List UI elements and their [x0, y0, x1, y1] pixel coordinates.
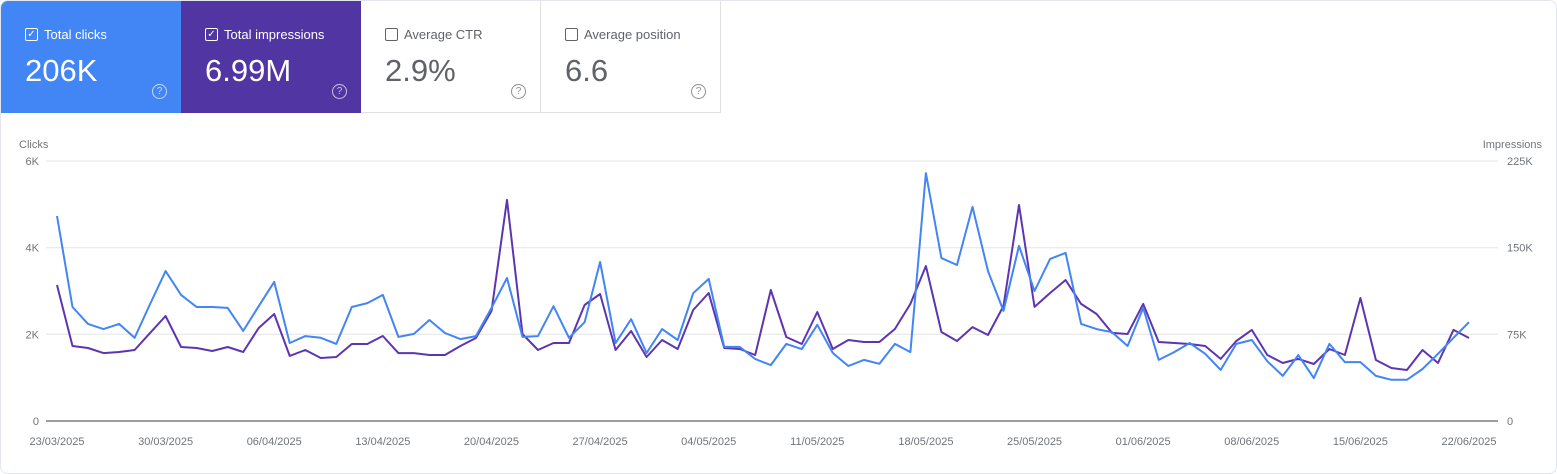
y-right-axis-label: Impressions [1483, 139, 1543, 151]
checkbox-unchecked-icon[interactable] [565, 28, 578, 41]
total-impressions-card[interactable]: ✓ Total impressions 6.99M ? [181, 1, 361, 113]
y-left-tick-label: 6K [26, 156, 40, 168]
x-tick-label: 15/06/2025 [1333, 436, 1388, 448]
checkbox-checked-icon[interactable]: ✓ [25, 28, 38, 41]
x-tick-label: 27/04/2025 [573, 436, 628, 448]
y-right-tick-label: 150K [1507, 243, 1533, 255]
help-icon[interactable]: ? [332, 84, 347, 99]
average-position-card[interactable]: Average position 6.6 ? [541, 1, 721, 113]
y-left-axis-label: Clicks [19, 139, 49, 151]
help-icon[interactable]: ? [511, 84, 526, 99]
help-icon[interactable]: ? [691, 84, 706, 99]
x-tick-label: 13/04/2025 [355, 436, 410, 448]
x-tick-label: 11/05/2025 [790, 436, 844, 448]
y-right-tick-label: 225K [1507, 156, 1533, 168]
x-tick-label: 23/03/2025 [29, 436, 84, 448]
x-tick-label: 25/05/2025 [1007, 436, 1062, 448]
average-ctr-card[interactable]: Average CTR 2.9% ? [361, 1, 541, 113]
x-tick-label: 22/06/2025 [1441, 436, 1496, 448]
metric-cards: ✓ Total clicks 206K ? ✓ Total impressions … [1, 1, 721, 113]
card-value: 6.6 [565, 53, 609, 88]
card-value: 6.99M [205, 53, 292, 88]
checkbox-checked-icon[interactable]: ✓ [205, 28, 218, 41]
clicks-series-line [56, 172, 1470, 381]
card-value: 206K [25, 53, 98, 88]
x-tick-label: 30/03/2025 [138, 436, 193, 448]
y-left-tick-label: 4K [26, 243, 40, 255]
y-right-tick-label: 75K [1507, 329, 1527, 341]
x-tick-label: 04/05/2025 [681, 436, 736, 448]
x-tick-label: 08/06/2025 [1224, 436, 1279, 448]
card-label: Average position [584, 27, 681, 42]
x-tick-label: 18/05/2025 [898, 436, 953, 448]
x-tick-label: 01/06/2025 [1116, 436, 1171, 448]
y-right-tick-label: 0 [1507, 416, 1513, 428]
impressions-series-line [56, 198, 1470, 371]
x-tick-label: 20/04/2025 [464, 436, 519, 448]
y-left-tick-label: 0 [33, 416, 39, 428]
card-label: Average CTR [404, 27, 483, 42]
card-value: 2.9% [385, 53, 456, 88]
total-clicks-card[interactable]: ✓ Total clicks 206K ? [1, 1, 181, 113]
card-label: Total clicks [44, 27, 107, 42]
checkbox-unchecked-icon[interactable] [385, 28, 398, 41]
card-label: Total impressions [224, 27, 325, 42]
y-left-tick-label: 2K [26, 329, 40, 341]
help-icon[interactable]: ? [152, 84, 167, 99]
x-tick-label: 06/04/2025 [247, 436, 302, 448]
